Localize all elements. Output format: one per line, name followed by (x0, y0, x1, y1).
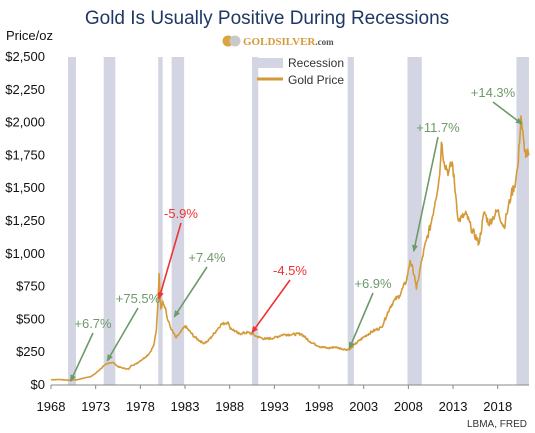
legend-gold-label: Gold Price (288, 73, 344, 87)
annotation-label: -4.5% (273, 263, 307, 278)
y-tick-label: $750 (16, 279, 45, 294)
recession-band-3 (171, 57, 185, 385)
annotation-arrow (106, 307, 139, 362)
annotation-arrow (412, 136, 439, 253)
x-tick-label: 2018 (483, 399, 512, 414)
recession-band-2 (158, 57, 163, 385)
annotation-label: +6.7% (74, 316, 112, 331)
x-axis-ticks: 1968 1973 1978 1983 1988 1993 1998 2003 2008 2013… (37, 384, 529, 414)
annotation-arrow (157, 222, 182, 300)
x-tick-label: 1993 (260, 399, 289, 414)
y-tick-label: $2,250 (5, 82, 45, 97)
legend: Recession Gold Price (257, 56, 344, 87)
annotation-label: +14.3% (471, 85, 516, 100)
recession-band-0 (67, 57, 77, 385)
y-axis-label: Price/oz (6, 28, 53, 43)
recession-bands (67, 57, 529, 385)
recession-band-7 (516, 57, 529, 385)
x-tick-label: 2013 (439, 399, 468, 414)
x-tick-label: 1998 (305, 399, 334, 414)
recession-band-1 (103, 57, 116, 385)
annotation-arrow (69, 332, 94, 382)
annotation-arrow (348, 292, 374, 350)
y-axis-ticks: $0 $250 $500 $750 $1,000 $1,250 $1,500 $1,750 $2… (5, 49, 45, 392)
x-tick-label: 2008 (394, 399, 423, 414)
legend-recession-swatch (257, 58, 283, 68)
annotation-label: +7.4% (188, 250, 226, 265)
x-tick-label: 1978 (126, 399, 155, 414)
goldsilver-logo: GOLDSILVER.com (222, 35, 334, 48)
recession-band-6 (407, 57, 422, 385)
y-tick-label: $0 (31, 377, 45, 392)
x-tick-label: 1988 (215, 399, 244, 414)
series-layer (50, 115, 530, 382)
y-tick-label: $1,250 (5, 213, 45, 228)
gold-price-line (50, 115, 530, 382)
x-tick-label: 2003 (349, 399, 378, 414)
recession-band-4 (252, 57, 259, 385)
logo-coin-silver-icon (229, 35, 241, 47)
recession-band-5 (347, 57, 354, 385)
legend-recession-label: Recession (288, 56, 344, 70)
logo-text: GOLDSILVER.com (243, 36, 334, 48)
y-tick-label: $500 (16, 311, 45, 326)
annotation-arrow (251, 279, 291, 334)
y-tick-label: $2,000 (5, 115, 45, 130)
annotation-label: +75.5% (116, 291, 161, 306)
y-tick-label: $1,000 (5, 246, 45, 261)
x-tick-label: 1968 (37, 399, 66, 414)
annotation-label: -5.9% (164, 206, 198, 221)
y-tick-label: $2,500 (5, 49, 45, 64)
annotations: +6.7% +75.5% -5.9% +7.4% -4.5% +6.9% +11.7% +14… (69, 85, 523, 382)
source-note: LBMA, FRED (467, 419, 527, 430)
y-tick-label: $1,500 (5, 180, 45, 195)
y-tick-label: $250 (16, 344, 45, 359)
x-tick-label: 1983 (171, 399, 200, 414)
annotation-label: +6.9% (354, 276, 392, 291)
y-tick-label: $1,750 (5, 147, 45, 162)
annotation-label: +11.7% (416, 120, 460, 135)
x-tick-label: 1973 (81, 399, 110, 414)
annotation-arrow (173, 266, 208, 318)
chart-title: Gold Is Usually Positive During Recessio… (85, 8, 449, 29)
annotation-arrow (492, 101, 523, 125)
